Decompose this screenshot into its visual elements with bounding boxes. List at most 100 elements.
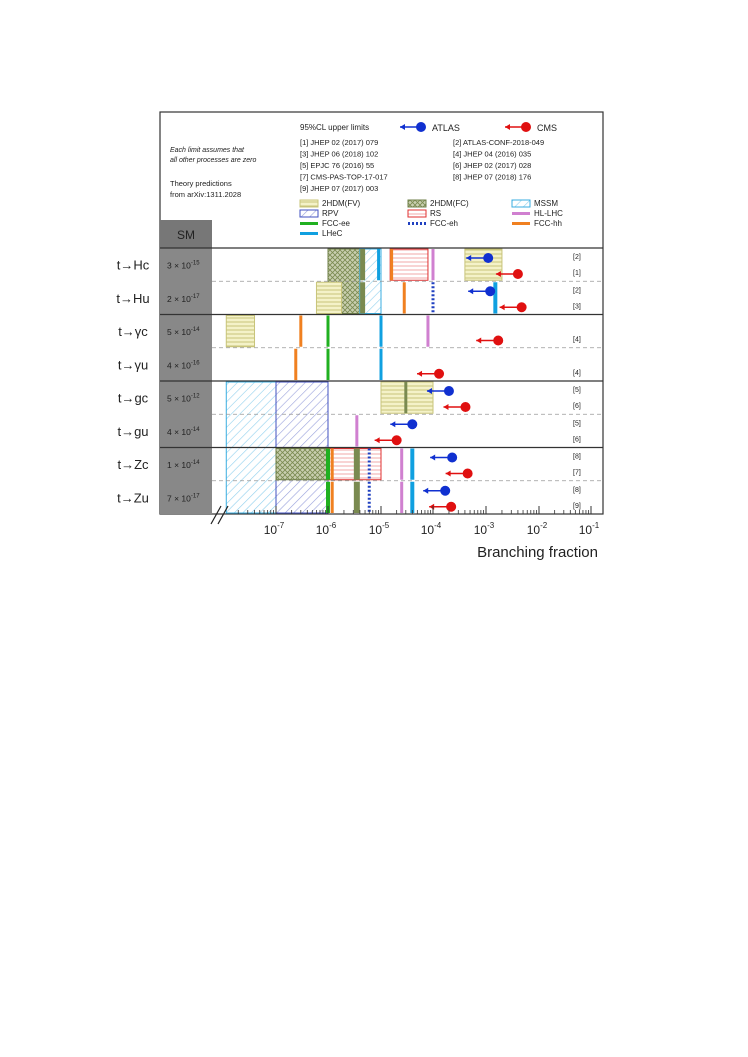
cms-reference: [1] <box>573 270 581 277</box>
legend-item-rs: RS <box>407 209 441 218</box>
cms-limit-marker <box>446 501 457 512</box>
sm-prediction: 5 × 10-12 <box>167 394 200 404</box>
reference-list: [1] JHEP 02 (2017) 079 [2] ATLAS-CONF-201… <box>300 138 544 193</box>
cms-reference: [7] <box>573 470 581 477</box>
atlas-legend-marker <box>416 122 426 132</box>
sm-header-cell <box>160 220 212 248</box>
legend-item-mssm: MSSM <box>511 199 558 208</box>
note-line-2: all other processes are zero <box>170 157 256 164</box>
note-line-1: Each limit assumes that <box>170 147 245 154</box>
atlas-reference: [2] <box>573 254 581 261</box>
atlas-limit-arrowhead <box>423 487 429 494</box>
sm-prediction: 5 × 10-14 <box>167 327 200 337</box>
reference-entry: [2] ATLAS-CONF-2018-049 <box>453 138 544 147</box>
atlas-reference: [2] <box>573 287 581 294</box>
legend-label: FCC-eh <box>430 219 458 228</box>
cms-limit-marker <box>516 302 527 313</box>
x-tick-label: 10-4 <box>421 521 442 537</box>
cms-limit-arrowhead <box>445 470 451 477</box>
cms-legend-arrowhead <box>505 124 510 130</box>
atlas-reference: [8] <box>573 454 581 461</box>
legend-item-fcc-hh: FCC-hh <box>512 219 562 228</box>
cms-limit-marker <box>512 269 523 279</box>
atlas-reference: [5] <box>573 387 581 394</box>
x-tick-label: 10-3 <box>474 521 495 537</box>
legend-label: 2HDM(FV) <box>322 199 361 208</box>
legend-label: 2HDM(FC) <box>430 199 469 208</box>
cms-limit-marker <box>391 435 402 446</box>
reference-entry: [3] JHEP 06 (2018) 102 <box>300 150 378 159</box>
cms-limit-arrowhead <box>374 437 380 444</box>
cms-limit-arrowhead <box>495 271 501 277</box>
legend-swatch <box>299 199 319 208</box>
cms-reference: [9] <box>573 503 581 510</box>
process-label: t→Hc <box>117 258 150 273</box>
cms-reference: [4] <box>573 370 581 377</box>
model-legend: 2HDM(FV) 2HDM(FC) MSSM RPV RS HL-LHC FCC-ee FCC… <box>299 199 563 238</box>
legend-item-2hdm-fc-: 2HDM(FC) <box>407 199 469 208</box>
legend-label: RPV <box>322 209 339 218</box>
x-tick-label: 10-1 <box>579 521 600 537</box>
legend-swatch <box>407 209 427 218</box>
cms-limit-marker <box>493 335 504 346</box>
cms-limit-arrowhead <box>443 404 449 410</box>
legend-item-hl-lhc: HL-LHC <box>512 209 563 218</box>
model-region-2hdm-fv- <box>464 248 503 281</box>
sm-header: SM <box>177 228 195 242</box>
legend-label: FCC-hh <box>534 219 562 228</box>
model-region-2hdm-fv- <box>225 315 256 348</box>
x-axis-label: Branching fraction <box>477 544 598 561</box>
process-labels: t→Hc 3 × 10-15 [2] [1] t→Hu 2 × 10-17 [2] [3] t→… <box>116 254 580 510</box>
reference-entry: [1] JHEP 02 (2017) 079 <box>300 138 378 147</box>
atlas-legend-arrowhead <box>400 124 405 130</box>
model-region-rs <box>389 248 429 281</box>
process-label: t→Zu <box>117 490 149 505</box>
reference-entry: [4] JHEP 04 (2016) 035 <box>453 150 531 159</box>
atlas-legend-label: ATLAS <box>432 123 460 133</box>
atlas-limit-arrowhead <box>468 288 474 295</box>
atlas-limit-arrowhead <box>466 255 472 261</box>
legend-label: HL-LHC <box>534 209 563 218</box>
cms-limit-marker <box>434 368 445 379</box>
legend: 95%CL upper limits ATLAS CMS Each limit … <box>170 122 563 238</box>
theory-line-2: from arXiv:1311.2028 <box>170 190 241 199</box>
legend-item-rpv: RPV <box>299 209 339 218</box>
x-tick-label: 10-6 <box>316 521 337 537</box>
reference-entry: [7] CMS-PAS-TOP-17-017 <box>300 173 388 182</box>
cms-reference: [3] <box>573 303 581 310</box>
cms-legend-label: CMS <box>537 123 557 133</box>
cms-limit-arrowhead <box>499 304 505 311</box>
atlas-limit-marker <box>440 485 451 496</box>
sm-prediction: 3 × 10-15 <box>167 261 200 271</box>
reference-entry: [6] JHEP 02 (2017) 028 <box>453 161 531 170</box>
reference-entry: [9] JHEP 07 (2017) 003 <box>300 184 378 193</box>
atlas-limit-arrowhead <box>426 388 432 394</box>
upper-limits-label: 95%CL upper limits <box>300 123 369 132</box>
process-label: t→Zc <box>117 457 149 472</box>
atlas-limit-marker <box>407 419 418 430</box>
sm-prediction: 4 × 10-14 <box>167 427 200 437</box>
model-region-2hdm-fv- <box>315 281 343 314</box>
cms-limit-marker <box>462 468 473 479</box>
legend-swatch <box>407 199 427 208</box>
reference-entry: [5] EPJC 76 (2016) 55 <box>300 161 374 170</box>
sm-prediction: 1 × 10-14 <box>167 460 200 470</box>
sm-prediction: 4 × 10-16 <box>167 360 200 370</box>
cms-limit-arrowhead <box>417 370 423 377</box>
process-label: t→γc <box>118 324 148 339</box>
cms-limit-marker <box>460 402 471 412</box>
process-label: t→Hu <box>116 291 149 306</box>
cms-reference: [6] <box>573 403 581 410</box>
legend-swatch <box>299 209 319 218</box>
atlas-limit-marker <box>485 286 496 297</box>
atlas-reference: [8] <box>573 487 581 494</box>
theory-line-1: Theory predictions <box>170 179 232 188</box>
axis-break-mark <box>217 505 229 525</box>
plot-area <box>160 247 603 514</box>
reference-entry: [8] JHEP 07 (2018) 176 <box>453 173 531 182</box>
cms-reference: [4] <box>573 337 581 344</box>
x-tick-label: 10-5 <box>369 521 390 537</box>
atlas-limit-marker <box>483 253 494 263</box>
legend-item-2hdm-fv-: 2HDM(FV) <box>299 199 361 208</box>
